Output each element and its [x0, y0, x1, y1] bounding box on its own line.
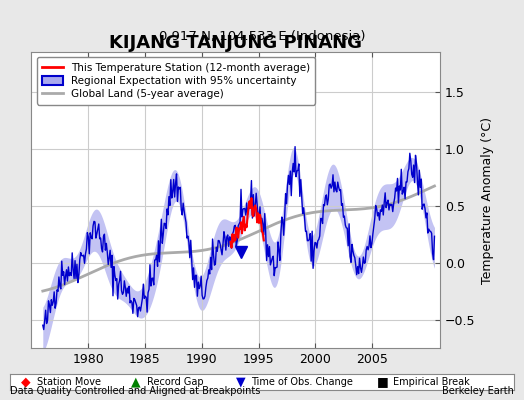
Text: Record Gap: Record Gap [147, 377, 203, 387]
Text: Berkeley Earth: Berkeley Earth [442, 386, 514, 396]
Text: Data Quality Controlled and Aligned at Breakpoints: Data Quality Controlled and Aligned at B… [10, 386, 261, 396]
Text: ▼: ▼ [236, 376, 246, 388]
Text: ▲: ▲ [132, 376, 141, 388]
Text: Empirical Break: Empirical Break [393, 377, 470, 387]
Text: ◆: ◆ [21, 376, 31, 388]
Text: ■: ■ [377, 376, 388, 388]
Title: KIJANG TANJUNG PINANG: KIJANG TANJUNG PINANG [110, 34, 362, 52]
Text: Station Move: Station Move [37, 377, 101, 387]
Legend: This Temperature Station (12-month average), Regional Expectation with 95% uncer: This Temperature Station (12-month avera… [37, 57, 315, 104]
Text: Time of Obs. Change: Time of Obs. Change [252, 377, 353, 387]
Text: 0.917 N, 104.533 E (Indonesia): 0.917 N, 104.533 E (Indonesia) [159, 30, 365, 43]
Y-axis label: Temperature Anomaly (°C): Temperature Anomaly (°C) [481, 116, 494, 284]
